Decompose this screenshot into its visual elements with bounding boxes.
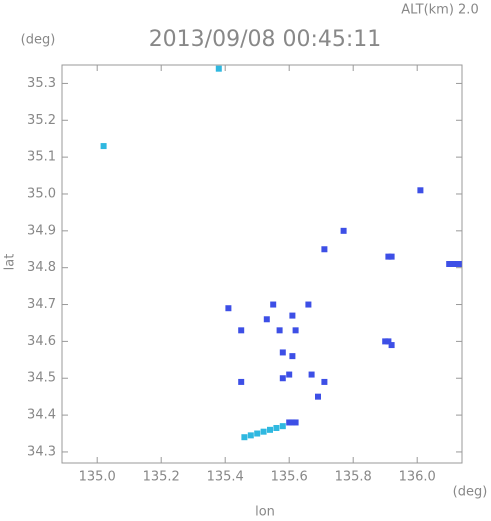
y-tick-label: 34.7 <box>27 297 56 312</box>
echo-point <box>241 434 248 441</box>
x-unit: (deg) <box>453 485 488 500</box>
x-tick-label: 135.4 <box>207 470 244 485</box>
x-axis-label: lon <box>255 505 275 520</box>
echo-point <box>238 378 245 385</box>
echo-point <box>388 253 395 260</box>
echo-point <box>286 419 293 426</box>
echo-point <box>455 261 462 267</box>
echo-point <box>267 426 273 433</box>
echo-point <box>292 419 299 426</box>
echo-point <box>382 338 389 345</box>
echo-point <box>215 65 222 72</box>
echo-point <box>446 261 453 267</box>
echo-point <box>321 378 328 385</box>
echo-point <box>417 187 424 194</box>
echo-point <box>289 419 296 426</box>
echo-point <box>452 261 459 267</box>
echo-point <box>247 432 254 439</box>
echo-point <box>279 423 286 430</box>
y-tick-label: 34.6 <box>27 334 56 349</box>
y-tick-label: 35.2 <box>27 113 56 128</box>
x-tick-label: 136.0 <box>399 470 436 485</box>
y-unit: (deg) <box>21 33 56 48</box>
echo-point <box>321 246 328 253</box>
y-tick-label: 34.8 <box>27 260 56 275</box>
x-tick-label: 135.8 <box>335 470 372 485</box>
echo-point <box>273 424 280 431</box>
echo-point <box>263 316 270 323</box>
x-tick-label: 135.6 <box>271 470 308 485</box>
y-axis-label: lat <box>3 254 18 271</box>
echo-point <box>340 227 347 234</box>
echo-point <box>279 375 286 382</box>
echo-point <box>225 305 232 312</box>
echo-point <box>305 301 312 308</box>
echo-point <box>308 371 315 378</box>
y-tick-label: 35.3 <box>27 76 56 91</box>
echo-point <box>238 327 245 334</box>
echo-point <box>276 327 283 334</box>
x-tick-label: 135.2 <box>143 470 180 485</box>
echo-point <box>254 430 261 437</box>
altitude-annotation: ALT(km) 2.0 <box>401 3 478 18</box>
echo-point <box>449 261 456 267</box>
plot-frame <box>61 64 463 464</box>
y-tick-label: 35.0 <box>27 186 56 201</box>
echo-point <box>260 428 267 435</box>
echo-point <box>270 301 277 308</box>
x-tick-label: 135.0 <box>79 470 116 485</box>
echo-point <box>385 253 392 260</box>
echo-point <box>388 342 395 349</box>
echo-point <box>289 312 296 319</box>
echo-point <box>385 338 392 345</box>
y-tick-label: 34.9 <box>27 223 56 238</box>
y-tick-label: 34.5 <box>27 371 56 386</box>
echo-point <box>315 393 321 400</box>
chart-title: 2013/09/08 00:45:11 <box>149 27 382 52</box>
echo-point <box>100 143 107 150</box>
echo-point <box>292 327 299 334</box>
y-tick-label: 34.4 <box>27 408 56 423</box>
echo-point <box>286 371 293 378</box>
echo-point <box>289 353 296 360</box>
y-tick-label: 35.1 <box>27 150 56 165</box>
y-tick-label: 34.3 <box>27 444 56 459</box>
echo-point <box>279 349 286 356</box>
